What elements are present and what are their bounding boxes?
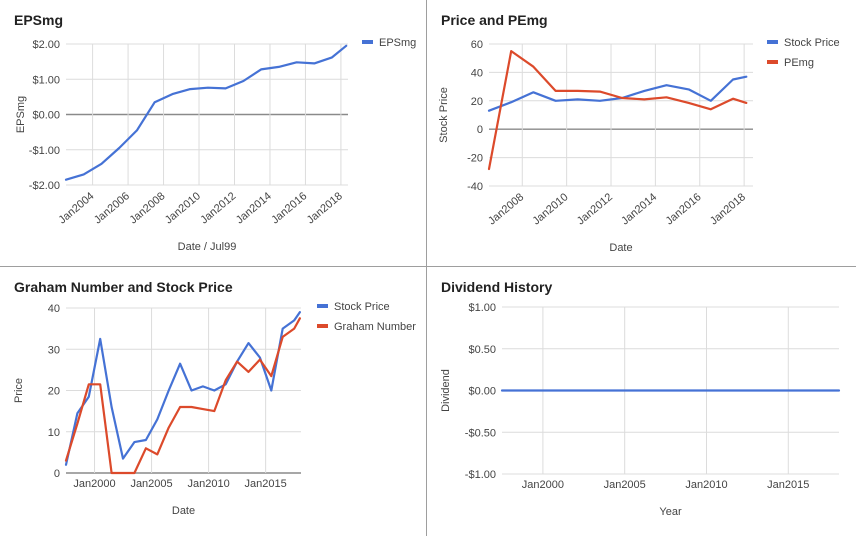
y-tick-label: -$1.00	[465, 469, 496, 481]
y-tick-label: -$0.50	[465, 427, 496, 439]
stock-price-line	[64, 310, 301, 466]
x-tick-label: Jan2015	[767, 479, 809, 491]
y-tick-label: 0	[477, 124, 483, 136]
y-axis-title: Dividend	[440, 369, 452, 412]
x-tick-label: Jan2012	[575, 191, 615, 227]
x-tick-label: Jan2010	[187, 478, 229, 490]
epsmg-chart: $2.00$1.00$0.00-$1.00-$2.00Jan2004Jan200…	[15, 37, 416, 253]
y-axis-title: EPSmg	[15, 96, 27, 133]
y-tick-label: $0.50	[468, 344, 496, 356]
x-tick-label: Jan2006	[92, 190, 132, 226]
x-tick-label: Jan2010	[531, 191, 571, 227]
y-tick-label: 10	[48, 427, 60, 439]
y-tick-label: $0.00	[468, 386, 496, 398]
legend-swatch	[767, 60, 778, 64]
chart-title: Price and PEmg	[441, 12, 548, 28]
x-axis-title: Date	[609, 242, 632, 254]
legend-swatch	[317, 304, 328, 308]
y-axis-title: Price	[13, 378, 25, 403]
graham-chart-panel: Graham Number and Stock Price 40 30 20 10 0 J…	[0, 267, 425, 536]
y-tick-label: 20	[471, 96, 483, 108]
epsmg-chart-panel: EPSmg $2.00 $1.00 $0.00 -$1.00 -$2.00 Jan2004…	[0, 0, 425, 265]
vertical-divider	[426, 0, 427, 536]
y-tick-label: -$2.00	[29, 180, 60, 192]
x-tick-label: Jan2010	[685, 479, 727, 491]
y-tick-label: 20	[48, 386, 60, 398]
x-tick-label: Jan2018	[305, 190, 345, 226]
x-tick-label: Jan2014	[234, 190, 274, 226]
x-tick-label: Jan2012	[198, 190, 238, 226]
x-tick-label: Jan2000	[73, 478, 115, 490]
chart-title: EPSmg	[14, 12, 64, 28]
x-tick-label: Jan2004	[56, 190, 96, 226]
x-axis-title: Date / Jul99	[178, 241, 237, 253]
y-tick-label: 40	[471, 67, 483, 79]
pemg-line	[487, 49, 748, 171]
x-tick-label: Jan2008	[127, 190, 167, 226]
x-tick-label: Jan2015	[245, 478, 287, 490]
epsmg-line	[64, 44, 348, 181]
x-tick-label: Jan2016	[269, 190, 309, 226]
x-axis-title: Year	[659, 506, 682, 518]
dividend-chart: $1.00 $0.50 $0.00 -$0.50 -$1.00 Jan2000 Jan200…	[440, 302, 841, 518]
horizontal-divider	[0, 266, 856, 267]
chart-title: Graham Number and Stock Price	[14, 279, 233, 295]
x-tick-label: Jan2018	[708, 191, 748, 227]
legend-label: Graham Number	[334, 321, 416, 333]
y-tick-label: 0	[54, 468, 60, 480]
x-tick-label: Jan2005	[604, 479, 646, 491]
y-tick-label: 60	[471, 39, 483, 51]
stock-price-line	[487, 75, 748, 112]
price-pemg-chart-panel: Price and PEmg 60 40 20 0 -20 -40 Jan2008 Jan20…	[427, 0, 856, 265]
y-tick-label: $0.00	[32, 110, 60, 122]
x-tick-label: Jan2014	[619, 191, 659, 227]
legend-label: Stock Price	[784, 37, 840, 49]
legend-swatch	[317, 324, 328, 328]
y-tick-label: 40	[48, 303, 60, 315]
legend-swatch	[767, 40, 778, 44]
y-axis-title: Stock Price	[438, 87, 450, 143]
x-tick-label: Jan2008	[486, 191, 526, 227]
y-tick-label: -$1.00	[29, 145, 60, 157]
legend-label: Stock Price	[334, 301, 390, 313]
graham-chart: 40 30 20 10 0 Jan2000 Jan2005 Jan2010 Jan2015 Dat…	[13, 301, 416, 517]
y-tick-label: -20	[467, 153, 483, 165]
x-tick-label: Jan2010	[163, 190, 203, 226]
legend-swatch	[362, 40, 373, 44]
graham-number-line	[64, 317, 301, 475]
y-tick-label: 30	[48, 344, 60, 356]
y-tick-label: -40	[467, 181, 483, 193]
y-tick-label: $1.00	[468, 302, 496, 314]
chart-title: Dividend History	[441, 279, 553, 295]
y-tick-label: $1.00	[32, 74, 60, 86]
legend-label: PEmg	[784, 57, 814, 69]
x-tick-label: Jan2005	[130, 478, 172, 490]
legend-label: EPSmg	[379, 37, 416, 49]
x-tick-label: Jan2000	[522, 479, 564, 491]
y-tick-label: $2.00	[32, 39, 60, 51]
x-tick-label: Jan2016	[664, 191, 704, 227]
x-axis-title: Date	[172, 505, 195, 517]
dividend-chart-panel: Dividend History $1.00 $0.50 $0.00 -$0.50 -$…	[427, 267, 856, 536]
